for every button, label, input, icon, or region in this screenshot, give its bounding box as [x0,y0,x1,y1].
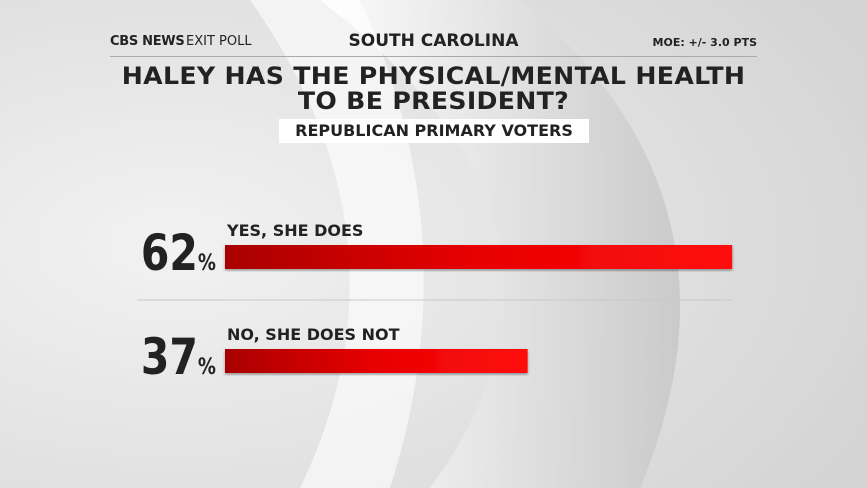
moe: MOE: +/- 3.0 PTS [652,36,757,49]
category-label: NO, SHE DOES NOT [227,325,400,344]
chart-title: HALEY HAS THE PHYSICAL/MENTAL HEALTH TO … [121,62,746,115]
region: SOUTH CAROLINA [348,31,519,51]
logo-label: EXIT POLL [186,34,252,49]
category-label: YES, SHE DOES [226,221,363,240]
bar [225,349,528,373]
logo: CBS NEWS [110,34,185,49]
bar [225,245,733,269]
chart-subtitle: REPUBLICAN PRIMARY VOTERS [279,119,589,143]
value-label: 62% [141,224,216,282]
value-label: 37% [141,328,216,386]
header-rule [110,56,757,57]
